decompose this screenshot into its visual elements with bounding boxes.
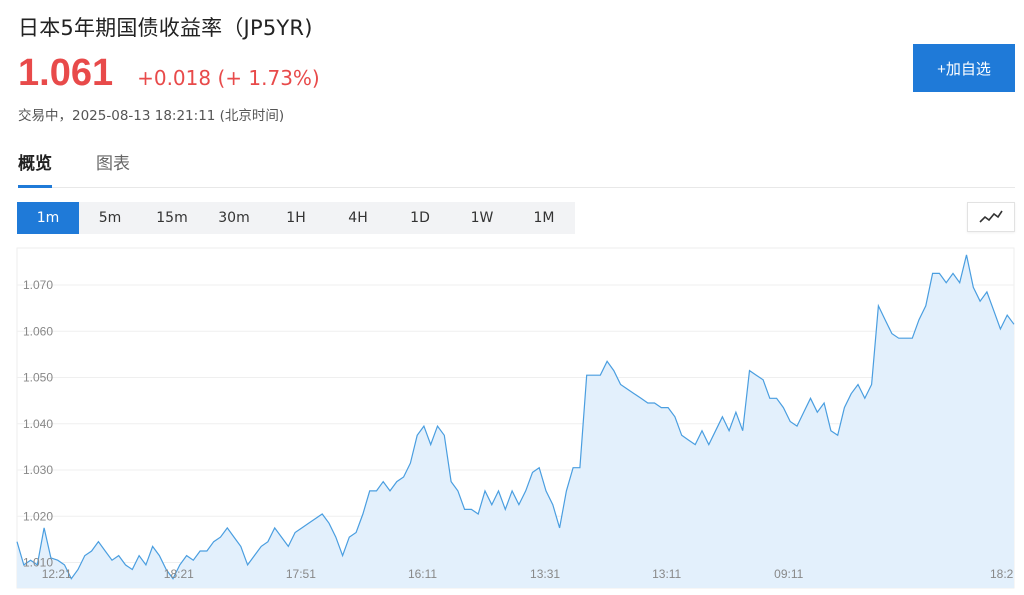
range-1m[interactable]: 1m: [17, 202, 79, 234]
range-1h[interactable]: 1H: [286, 210, 306, 226]
price-change: +0.018 (+ 1.73%): [137, 66, 320, 90]
range-15m[interactable]: 15m: [156, 210, 188, 226]
range-1d[interactable]: 1D: [410, 210, 430, 226]
range-1mo[interactable]: 1M: [533, 210, 555, 226]
range-1w[interactable]: 1W: [470, 210, 494, 226]
x-axis-labels: 12:21 18:21 17:51 16:11 13:31 13:11 09:11 18:2: [42, 567, 1014, 581]
range-30m[interactable]: 30m: [218, 210, 250, 226]
chart-type-button[interactable]: [967, 202, 1015, 232]
add-to-watchlist-button[interactable]: +加自选: [913, 44, 1015, 92]
tab-bar: 概览 图表: [18, 150, 1015, 188]
time-range-selector: 1m 5m 15m 30m 1H 4H 1D 1W 1M: [17, 202, 575, 234]
range-4h[interactable]: 4H: [348, 210, 368, 226]
x-tick-label: 16:11: [408, 567, 437, 581]
y-tick-label: 1.050: [23, 371, 53, 385]
y-tick-label: 1.060: [23, 324, 53, 338]
y-tick-label: 1.040: [23, 417, 53, 431]
y-tick-label: 1.020: [23, 509, 53, 523]
price-line: [16, 254, 1015, 580]
x-tick-label: 18:21: [164, 567, 194, 581]
price-area: [17, 254, 1014, 588]
x-tick-label: 18:2: [990, 567, 1014, 581]
x-tick-label: 12:21: [42, 567, 72, 581]
line-chart-icon: [979, 210, 1003, 223]
range-5m[interactable]: 5m: [98, 210, 122, 226]
page-title: 日本5年期国债收益率（JP5YR): [18, 16, 313, 40]
x-tick-label: 17:51: [286, 567, 316, 581]
y-tick-label: 1.010: [23, 556, 53, 570]
x-tick-label: 09:11: [774, 567, 803, 581]
y-tick-label: 1.070: [23, 278, 53, 292]
y-tick-label: 1.030: [23, 463, 53, 477]
price-row: 1.061 +0.018 (+ 1.73%): [18, 52, 320, 95]
tab-chart[interactable]: 图表: [96, 154, 130, 174]
tab-overview[interactable]: 概览: [18, 150, 52, 188]
trading-status: 交易中，2025-08-13 18:21:11 (北京时间): [18, 108, 285, 124]
current-price: 1.061: [18, 52, 114, 94]
y-axis-labels: 1.010 1.020 1.030 1.040 1.050 1.060 1.070: [23, 278, 53, 570]
chart-area-group: [16, 254, 1015, 588]
x-tick-label: 13:11: [652, 567, 681, 581]
x-tick-label: 13:31: [530, 567, 560, 581]
